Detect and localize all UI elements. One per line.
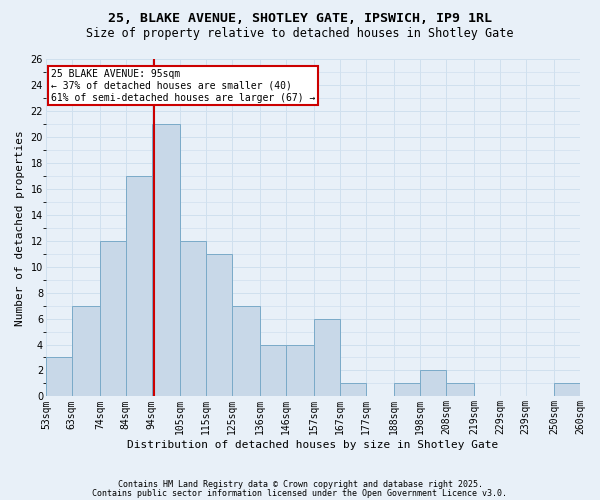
Y-axis label: Number of detached properties: Number of detached properties: [15, 130, 25, 326]
Bar: [100, 240, 126, 396]
Bar: [420, 370, 446, 396]
Bar: [314, 318, 340, 396]
Bar: [286, 344, 314, 397]
Bar: [71, 306, 100, 396]
Bar: [260, 344, 286, 397]
Bar: [126, 176, 152, 396]
Text: 25 BLAKE AVENUE: 95sqm
← 37% of detached houses are smaller (40)
61% of semi-det: 25 BLAKE AVENUE: 95sqm ← 37% of detached…: [51, 70, 316, 102]
Bar: [554, 384, 580, 396]
Bar: [232, 306, 260, 396]
Text: Contains public sector information licensed under the Open Government Licence v3: Contains public sector information licen…: [92, 489, 508, 498]
Text: Size of property relative to detached houses in Shotley Gate: Size of property relative to detached ho…: [86, 28, 514, 40]
Bar: [394, 384, 420, 396]
Bar: [206, 254, 232, 396]
Bar: [180, 240, 206, 396]
Bar: [152, 124, 180, 396]
X-axis label: Distribution of detached houses by size in Shotley Gate: Distribution of detached houses by size …: [127, 440, 499, 450]
Bar: [446, 384, 474, 396]
Text: 25, BLAKE AVENUE, SHOTLEY GATE, IPSWICH, IP9 1RL: 25, BLAKE AVENUE, SHOTLEY GATE, IPSWICH,…: [108, 12, 492, 26]
Text: Contains HM Land Registry data © Crown copyright and database right 2025.: Contains HM Land Registry data © Crown c…: [118, 480, 482, 489]
Bar: [46, 358, 71, 397]
Bar: [340, 384, 366, 396]
